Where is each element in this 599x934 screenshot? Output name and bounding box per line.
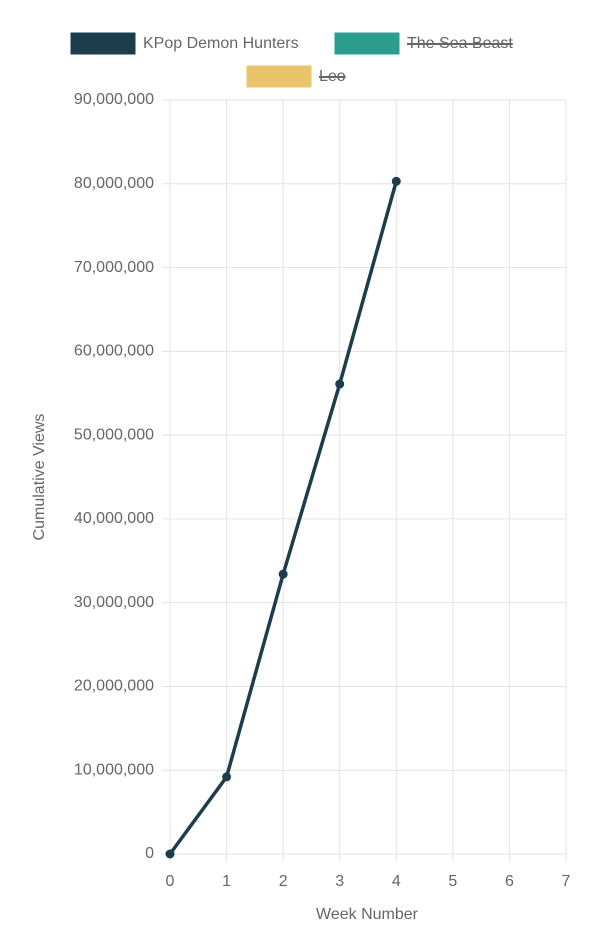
y-tick-label: 70,000,000	[74, 259, 154, 276]
x-tick-label: 2	[279, 873, 288, 890]
data-point	[391, 176, 401, 186]
data-point	[278, 569, 288, 579]
data-point	[335, 379, 345, 389]
y-tick-label: 90,000,000	[74, 91, 154, 108]
data-point	[165, 849, 175, 859]
y-tick-label: 60,000,000	[74, 343, 154, 360]
x-tick-label: 5	[448, 873, 457, 890]
y-tick-label: 40,000,000	[74, 510, 154, 527]
legend-swatch[interactable]	[246, 65, 312, 88]
x-axis-title: Week Number	[316, 906, 419, 923]
x-tick-label: 1	[222, 873, 231, 890]
data-point	[222, 772, 232, 782]
y-tick-label: 80,000,000	[74, 175, 154, 192]
x-tick-label: 0	[166, 873, 175, 890]
y-axis-title: Cumulative Views	[31, 414, 48, 541]
legend-label[interactable]: KPop Demon Hunters	[143, 35, 299, 52]
y-tick-label: 10,000,000	[74, 761, 154, 778]
legend-swatch[interactable]	[70, 32, 136, 55]
y-tick-label: 50,000,000	[74, 426, 154, 443]
x-tick-label: 3	[335, 873, 344, 890]
y-tick-label: 30,000,000	[74, 594, 154, 611]
x-tick-label: 6	[505, 873, 514, 890]
y-tick-label: 20,000,000	[74, 678, 154, 695]
x-tick-label: 4	[392, 873, 401, 890]
legend-swatch[interactable]	[334, 32, 400, 55]
x-tick-label: 7	[562, 873, 571, 890]
y-tick-label: 0	[145, 845, 154, 862]
